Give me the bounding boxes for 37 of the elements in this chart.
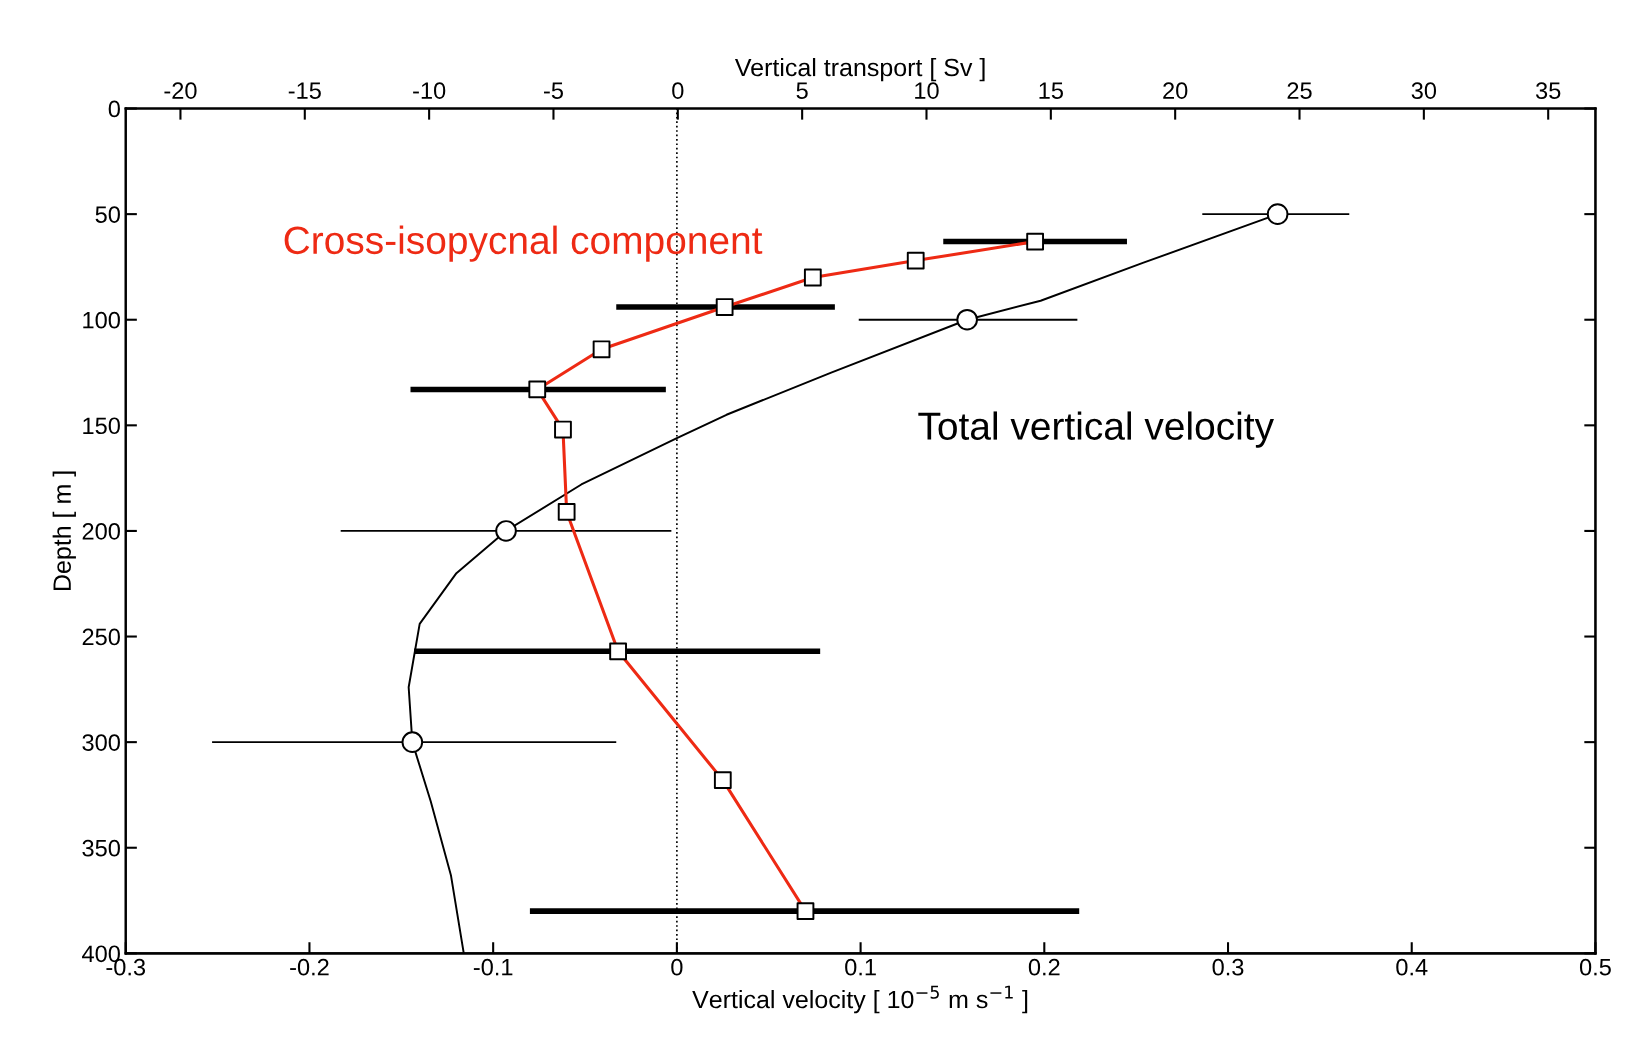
- x2-tick-label: 25: [1287, 82, 1312, 99]
- x-tick-label: 0.2: [1028, 958, 1060, 976]
- x2-tick-label: -20: [164, 82, 197, 99]
- x2-tick-label: 30: [1411, 82, 1437, 99]
- x2-tick-label: 10: [915, 82, 939, 99]
- y-tick-label: 300: [82, 734, 120, 751]
- x-axis-title: Vertical velocity [ 10$^{−5}$ m s$^{−1}$ ]: [692, 985, 1028, 1014]
- point: [401, 731, 424, 753]
- x-tick-label: 0.1: [845, 958, 876, 976]
- x2-tick-label: 15: [1039, 82, 1063, 99]
- x2-tick-label: -15: [288, 82, 321, 99]
- series-label: Total vertical velocity: [918, 411, 1274, 448]
- y-tick-label: 200: [82, 523, 120, 540]
- x2-tick-label: 5: [796, 82, 808, 99]
- x-tick-label: 0.3: [1212, 958, 1244, 976]
- y-tick-label: 0: [108, 100, 120, 118]
- y-tick-label: 100: [83, 311, 120, 329]
- x2-axis-title: Vertical transport [ Sv ]: [734, 57, 985, 82]
- y-tick-label: 250: [82, 628, 120, 646]
- point: [495, 520, 517, 542]
- y-axis-title: Depth [ m ]: [52, 471, 76, 591]
- x-tick-label: -0.1: [473, 958, 513, 976]
- y-tick-label: 350: [82, 839, 120, 857]
- x-tick-label: 0.4: [1396, 958, 1428, 976]
- y-tick-label: 50: [95, 206, 120, 223]
- series-label: Cross-isopycnal component: [284, 225, 763, 262]
- x2-tick-label: 35: [1535, 82, 1561, 99]
- y-tick-label: 150: [83, 417, 120, 435]
- x2-tick-label: -5: [544, 82, 563, 99]
- point: [1266, 203, 1289, 225]
- x-tick-label: 0: [671, 958, 683, 976]
- x-tick-label: -0.2: [290, 958, 329, 976]
- x2-tick-label: -10: [413, 82, 446, 99]
- x2-tick-label: 0: [672, 82, 684, 99]
- x-tick-label: 0.5: [1579, 958, 1611, 976]
- x2-tick-label: 20: [1163, 82, 1188, 99]
- point: [956, 308, 978, 331]
